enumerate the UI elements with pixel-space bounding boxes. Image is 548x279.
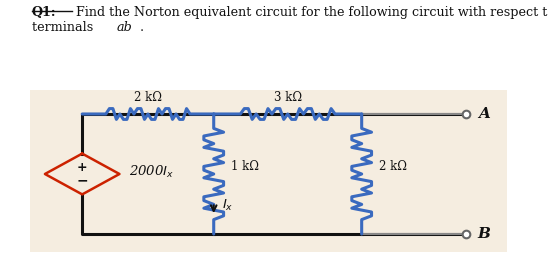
Text: 1 kΩ: 1 kΩ (231, 160, 259, 173)
Text: 3 kΩ: 3 kΩ (273, 90, 302, 104)
Text: Q1:: Q1: (32, 6, 56, 19)
Text: −: − (76, 174, 88, 187)
Text: .: . (140, 21, 144, 34)
Text: +: + (77, 161, 88, 174)
Text: B: B (478, 227, 490, 241)
Text: Find the Norton equivalent circuit for the following circuit with respect to the: Find the Norton equivalent circuit for t… (76, 6, 548, 19)
Text: 2 kΩ: 2 kΩ (134, 90, 162, 104)
Text: $I_x$: $I_x$ (222, 198, 233, 213)
FancyBboxPatch shape (30, 90, 507, 252)
Text: 2 kΩ: 2 kΩ (379, 160, 407, 173)
Text: A: A (478, 107, 490, 121)
Text: 2000$I_x$: 2000$I_x$ (129, 163, 175, 180)
Text: ab: ab (117, 21, 133, 34)
Text: terminals: terminals (32, 21, 97, 34)
